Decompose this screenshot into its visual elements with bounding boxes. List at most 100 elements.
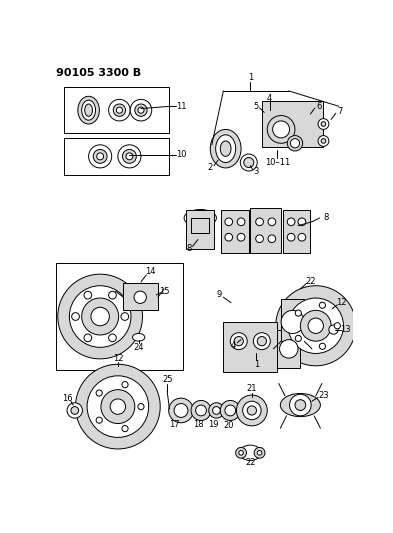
Ellipse shape [138, 107, 144, 113]
Bar [283, 210, 310, 253]
Circle shape [108, 334, 116, 342]
Circle shape [58, 274, 143, 359]
Ellipse shape [113, 104, 126, 116]
Circle shape [257, 450, 262, 455]
Circle shape [122, 382, 128, 387]
Circle shape [71, 407, 79, 414]
Text: 23: 23 [318, 391, 329, 400]
Circle shape [298, 218, 306, 225]
Ellipse shape [280, 393, 320, 417]
Text: 90105 3300 B: 90105 3300 B [56, 68, 141, 78]
Ellipse shape [240, 154, 257, 171]
Circle shape [287, 233, 295, 241]
Text: 16: 16 [62, 394, 72, 403]
Circle shape [69, 286, 131, 348]
Circle shape [308, 318, 323, 334]
Circle shape [334, 322, 340, 329]
Text: 8: 8 [323, 213, 329, 222]
Circle shape [256, 218, 263, 225]
Text: 14: 14 [145, 268, 156, 276]
Circle shape [134, 291, 146, 303]
Bar [123, 284, 158, 310]
Ellipse shape [135, 104, 147, 116]
Text: 4: 4 [267, 94, 272, 103]
Text: 8: 8 [186, 244, 191, 253]
Ellipse shape [123, 149, 136, 163]
Text: 7: 7 [337, 107, 342, 116]
Bar [56, 263, 183, 370]
Circle shape [67, 403, 83, 418]
Text: 18: 18 [193, 420, 203, 429]
Text: 15: 15 [159, 287, 169, 296]
Ellipse shape [184, 209, 217, 227]
Circle shape [290, 394, 311, 416]
Bar [281, 299, 304, 341]
Ellipse shape [253, 333, 270, 350]
Circle shape [191, 400, 211, 421]
Circle shape [287, 218, 295, 225]
Ellipse shape [273, 121, 290, 138]
Bar [250, 208, 281, 253]
Text: 19: 19 [208, 420, 219, 429]
Circle shape [121, 313, 129, 320]
Text: 12: 12 [113, 353, 123, 362]
Text: 20: 20 [224, 422, 234, 430]
Circle shape [321, 122, 326, 126]
Ellipse shape [130, 99, 152, 121]
Text: 5: 5 [253, 102, 258, 111]
Circle shape [96, 390, 102, 396]
Circle shape [108, 292, 116, 299]
Ellipse shape [108, 99, 130, 121]
Circle shape [318, 135, 329, 147]
Circle shape [318, 119, 329, 130]
Text: 1: 1 [254, 360, 259, 369]
Circle shape [209, 403, 224, 418]
Ellipse shape [287, 135, 303, 151]
Circle shape [91, 308, 109, 326]
Bar [64, 87, 169, 133]
Text: 17: 17 [169, 420, 180, 429]
Ellipse shape [118, 145, 141, 168]
Circle shape [288, 298, 343, 353]
Circle shape [196, 405, 206, 416]
Text: 10–11: 10–11 [264, 158, 290, 167]
Bar [277, 329, 300, 368]
Circle shape [329, 325, 338, 334]
Ellipse shape [93, 149, 107, 163]
Ellipse shape [230, 333, 247, 350]
Circle shape [84, 334, 92, 342]
Circle shape [237, 233, 245, 241]
Text: 4: 4 [231, 341, 236, 350]
Circle shape [242, 401, 261, 419]
Text: 24: 24 [133, 343, 144, 352]
Bar [186, 210, 214, 249]
Circle shape [320, 302, 325, 308]
Circle shape [247, 406, 257, 415]
Circle shape [138, 403, 144, 410]
Ellipse shape [267, 116, 295, 143]
Ellipse shape [239, 445, 261, 461]
Circle shape [268, 235, 276, 243]
Ellipse shape [88, 145, 112, 168]
Text: 6: 6 [316, 102, 321, 111]
Circle shape [298, 233, 306, 241]
Text: 21: 21 [246, 384, 257, 393]
Circle shape [72, 313, 79, 320]
Ellipse shape [234, 336, 243, 346]
Circle shape [122, 425, 128, 432]
Circle shape [213, 407, 220, 414]
Circle shape [169, 398, 193, 423]
Circle shape [84, 292, 92, 299]
Text: 12: 12 [336, 298, 346, 307]
Circle shape [237, 395, 267, 426]
Bar [221, 210, 249, 253]
Text: 22: 22 [245, 458, 255, 467]
Circle shape [96, 417, 102, 423]
Circle shape [281, 310, 304, 334]
Text: 25: 25 [162, 375, 173, 384]
Ellipse shape [78, 96, 99, 124]
Bar [64, 138, 169, 175]
Text: 3: 3 [253, 167, 258, 176]
Circle shape [220, 400, 240, 421]
Ellipse shape [82, 100, 95, 120]
